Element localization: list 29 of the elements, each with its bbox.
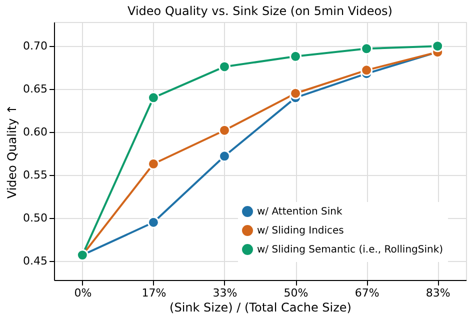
- point: [290, 87, 302, 100]
- x-tick-label: 50%: [284, 286, 308, 300]
- point: [360, 42, 373, 55]
- y-tick-label: 0.65: [23, 82, 48, 96]
- y-tick-label: 0.45: [23, 254, 48, 268]
- y-tick-label: 0.50: [23, 212, 48, 225]
- y-tick-label: 0.60: [23, 126, 48, 139]
- point: [147, 216, 160, 228]
- legend-label: w/ Sliding Semantic (i.e., RollingSink): [257, 244, 444, 256]
- x-axis-title: (Sink Size) / (Total Cache Size): [170, 300, 352, 314]
- point: [432, 40, 444, 52]
- x-tick-label: 33%: [212, 286, 238, 300]
- point: [218, 60, 230, 73]
- legend-label: w/ Attention Sink: [257, 206, 343, 218]
- chart-title: Video Quality vs. Sink Size (on 5min Videos): [128, 4, 392, 18]
- x-tick-label: 0%: [74, 286, 92, 300]
- point: [147, 158, 160, 170]
- point: [147, 92, 160, 104]
- x-tick-label: 67%: [354, 286, 380, 300]
- y-axis-title: Video Quality ↑: [5, 104, 20, 199]
- point: [290, 50, 302, 62]
- y-tick-label: 0.70: [23, 40, 48, 53]
- y-tick-label: 0.55: [23, 168, 48, 182]
- point: [218, 124, 230, 136]
- point: [218, 150, 230, 162]
- legend-label: w/ Sliding Indices: [257, 226, 344, 236]
- x-tick-label: 83%: [426, 286, 450, 300]
- x-tick-label: 17%: [142, 286, 166, 300]
- point: [360, 64, 373, 76]
